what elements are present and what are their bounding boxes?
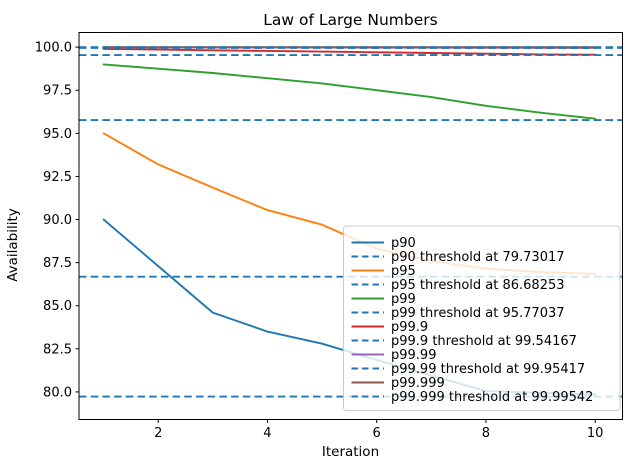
legend-item-label: p99 threshold at 95.77037 — [391, 306, 565, 321]
x-tick-label: 2 — [154, 426, 162, 441]
y-tick-label: 95.0 — [43, 127, 72, 142]
legend-item-label: p99.9 threshold at 99.54167 — [391, 334, 577, 349]
legend-item-label: p95 threshold at 86.68253 — [391, 278, 565, 293]
legend-item: p99.99 threshold at 99.95417 — [351, 362, 585, 377]
legend-item-label: p90 threshold at 79.73017 — [391, 250, 565, 265]
legend-item-label: p99.9 — [391, 320, 428, 335]
legend-item: p99.99 — [351, 348, 436, 363]
legend-item: p99.9 threshold at 99.54167 — [351, 334, 577, 349]
y-tick-label: 100.0 — [35, 41, 72, 56]
x-tick-label: 8 — [482, 426, 490, 441]
axis-ticks: 80.0 82.5 85.0 87.5 90.0 92.5 95.0 97.5 100.0 2 4 6… — [35, 41, 604, 441]
legend-item: p90 — [351, 236, 416, 251]
x-tick-label: 4 — [263, 426, 271, 441]
legend-item: p99 — [351, 292, 416, 307]
legend-item: p99.999 threshold at 99.99542 — [351, 390, 593, 405]
chart-title: Law of Large Numbers — [263, 11, 437, 29]
legend-box — [343, 225, 621, 411]
legend-item: p95 — [351, 264, 416, 279]
legend-item-label: p90 — [391, 236, 416, 251]
series-line-p99 — [102, 63, 597, 120]
legend-item: p90 threshold at 79.73017 — [351, 250, 565, 265]
legend-item-label: p99.99 threshold at 99.95417 — [391, 362, 585, 377]
legend-item-label: p99.999 — [391, 376, 445, 391]
series-line-p99.9 — [102, 47, 597, 56]
legend-item-label: p99 — [391, 292, 416, 307]
y-axis-label: Availability — [5, 208, 21, 282]
legend-item: p99.9 — [351, 320, 428, 335]
legend-item-label: p95 — [391, 264, 416, 279]
axes-border — [78, 32, 623, 420]
x-tick-label: 10 — [587, 426, 604, 441]
y-tick-label: 85.0 — [43, 299, 72, 314]
y-tick-label: 92.5 — [43, 170, 72, 185]
y-tick-label: 87.5 — [43, 256, 72, 271]
legend-item: p99 threshold at 95.77037 — [351, 306, 565, 321]
legend-item-label: p99.999 threshold at 99.99542 — [391, 390, 593, 405]
y-tick-label: 82.5 — [43, 342, 72, 357]
y-tick-label: 80.0 — [43, 385, 72, 400]
legend-item-label: p99.99 — [391, 348, 436, 363]
y-tick-label: 90.0 — [43, 213, 72, 228]
legend-item: p95 threshold at 86.68253 — [351, 278, 565, 293]
x-axis-label: Iteration — [322, 444, 379, 460]
x-tick-label: 6 — [373, 426, 381, 441]
legend-item: p99.999 — [351, 376, 445, 391]
y-tick-label: 97.5 — [43, 84, 72, 99]
